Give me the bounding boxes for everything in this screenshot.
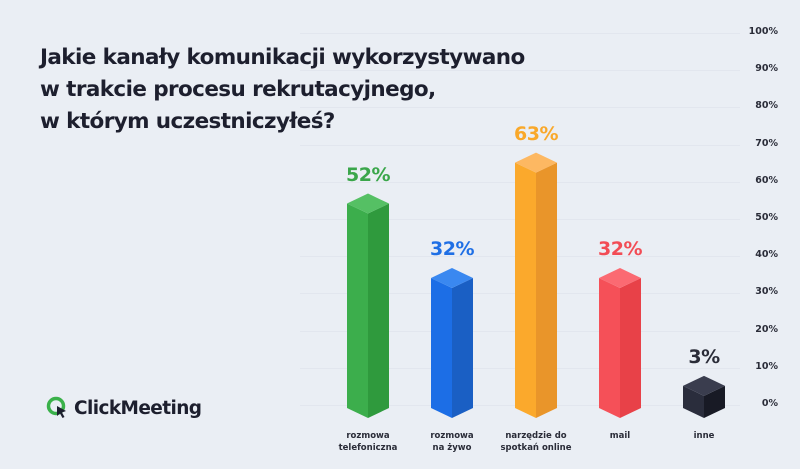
- bar-side: [368, 203, 389, 418]
- clickmeeting-logo-icon: [46, 396, 66, 418]
- bar-front: [599, 277, 620, 418]
- bar: [599, 267, 641, 418]
- y-tick-label: 10%: [755, 360, 778, 372]
- y-tick-label: 90%: [755, 63, 778, 75]
- category-label: mail: [609, 431, 631, 441]
- bar: [347, 193, 389, 418]
- gridline: [300, 107, 740, 109]
- y-tick-label: 60%: [755, 174, 778, 186]
- bar-front: [515, 162, 536, 418]
- bar-side: [620, 277, 641, 418]
- category-label: inne: [693, 431, 715, 441]
- gridline: [300, 33, 740, 34]
- gridline: [300, 144, 740, 146]
- bar-front: [431, 277, 452, 418]
- bar: [683, 375, 725, 418]
- bar-front: [683, 385, 704, 418]
- y-tick-label: 20%: [755, 323, 778, 335]
- bar-top: [683, 375, 725, 396]
- bar-side: [452, 277, 473, 418]
- y-tick-label: 80%: [755, 100, 778, 112]
- bar-value-label: 32%: [430, 237, 474, 260]
- gridline: [300, 70, 740, 72]
- category-label: narzędzie do spotkań online: [500, 431, 572, 453]
- bar-side: [536, 162, 557, 418]
- bar-top: [347, 193, 389, 214]
- clickmeeting-logo: ClickMeeting: [46, 396, 202, 420]
- category-label: rozmowa na żywo: [430, 431, 474, 453]
- bar-value-label: 3%: [688, 345, 720, 368]
- bar: [515, 152, 557, 418]
- logo-text: ClickMeeting: [74, 397, 202, 419]
- y-tick-label: 40%: [755, 249, 778, 261]
- y-tick-label: 100%: [748, 26, 778, 37]
- bar-side: [704, 385, 725, 418]
- bar-front: [347, 203, 368, 418]
- bar-value-label: 52%: [346, 163, 390, 186]
- y-tick-label: 0%: [761, 398, 778, 409]
- title-line-1: Jakie kanały komunikacji wykorzystywano: [40, 45, 525, 70]
- category-label: rozmowa telefoniczna: [338, 431, 398, 453]
- y-tick-label: 50%: [755, 212, 778, 223]
- title-line-3: w którym uczestniczyłeś?: [40, 109, 335, 134]
- chart-title: Jakie kanały komunikacji wykorzystywano …: [40, 42, 525, 138]
- bar-top: [515, 152, 557, 173]
- bar-value-label: 63%: [514, 122, 558, 145]
- y-tick-label: 30%: [755, 286, 778, 298]
- bar-top: [431, 267, 473, 288]
- y-tick-label: 70%: [755, 137, 778, 149]
- title-line-2: w trakcie procesu rekrutacyjnego,: [40, 77, 436, 102]
- bar-value-label: 32%: [598, 237, 642, 260]
- bar-top: [599, 267, 641, 288]
- bar: [431, 267, 473, 418]
